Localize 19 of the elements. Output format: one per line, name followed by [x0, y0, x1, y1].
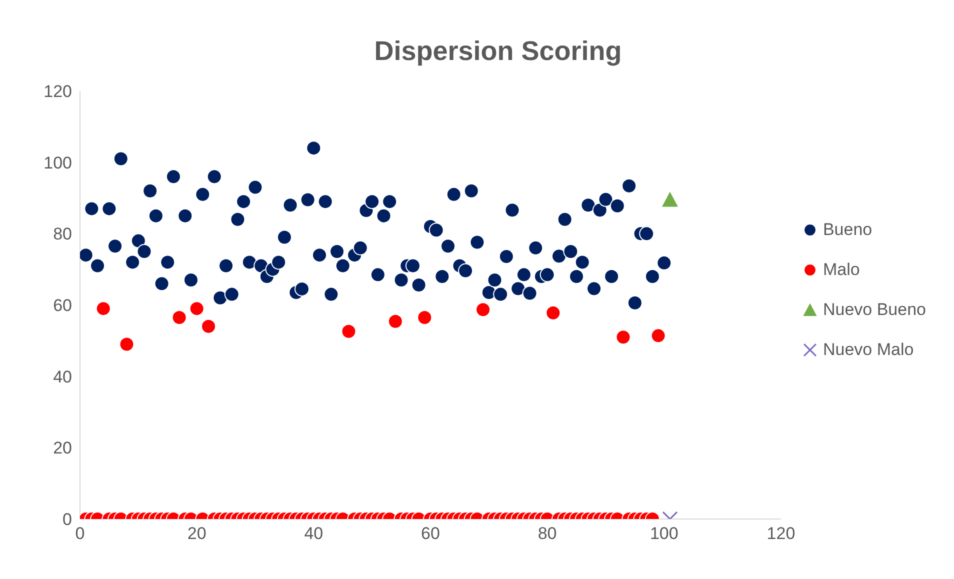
x-tick-label: 120	[766, 524, 796, 544]
x-tick-label: 80	[538, 524, 557, 544]
y-tick-label: 120	[44, 82, 72, 102]
x-tick-label: 0	[75, 524, 85, 544]
legend-label: Malo	[822, 260, 860, 280]
y-tick-label: 20	[53, 438, 72, 458]
x-tick-label: 40	[304, 524, 324, 544]
y-tick-label: 100	[44, 153, 72, 172]
y-tick-label: 60	[53, 296, 72, 316]
y-tick-label: 80	[53, 224, 72, 244]
legend-label: Nuevo Malo	[822, 340, 914, 360]
y-tick-label: 0	[62, 510, 72, 530]
x-tick-label: 100	[650, 524, 678, 544]
legend-label: Bueno	[822, 220, 872, 240]
x-tick-label: 60	[421, 524, 440, 544]
legend-label: Nuevo Bueno	[822, 300, 926, 320]
y-tick-label: 40	[53, 367, 72, 386]
x-tick-label: 20	[187, 524, 206, 544]
chart-title: Dispersion Scoring	[373, 36, 623, 67]
